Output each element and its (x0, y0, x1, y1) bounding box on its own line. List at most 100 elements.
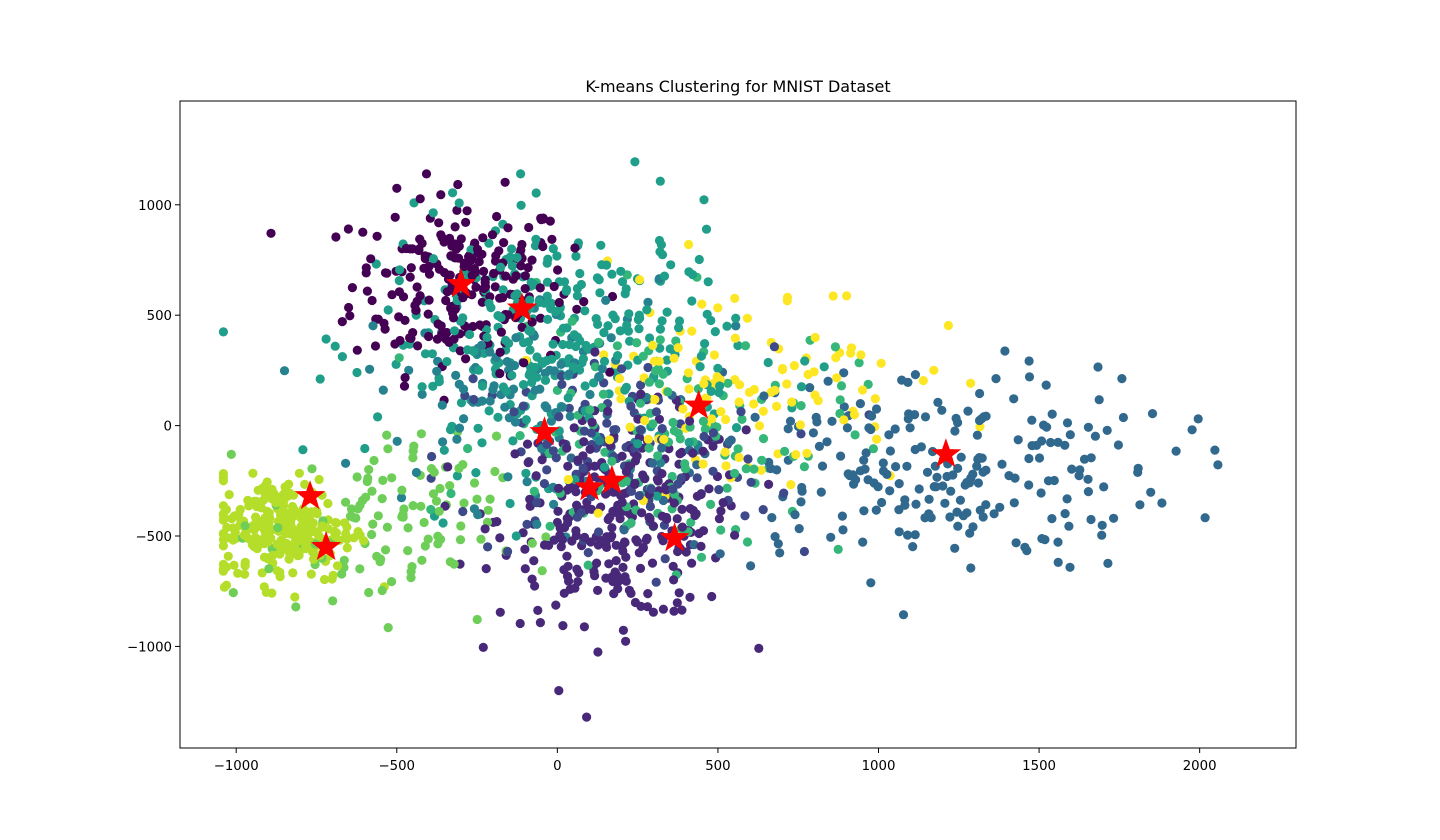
x-tick-label: −1000 (214, 759, 259, 774)
data-point-cluster-8 (292, 546, 302, 556)
data-point-cluster-5 (580, 381, 590, 391)
data-point-cluster-1 (603, 406, 613, 416)
data-point-cluster-5 (298, 445, 308, 455)
data-point-cluster-3 (1147, 409, 1158, 419)
data-point-cluster-9 (828, 291, 838, 301)
data-point-cluster-3 (1193, 414, 1203, 424)
data-point-cluster-7 (434, 506, 444, 516)
data-point-cluster-5 (655, 176, 665, 186)
data-point-cluster-0 (450, 253, 460, 263)
data-point-cluster-6 (590, 362, 601, 372)
data-point-cluster-5 (434, 377, 444, 387)
data-point-cluster-1 (669, 575, 679, 585)
data-point-cluster-3 (953, 463, 963, 473)
data-point-cluster-7 (483, 505, 493, 515)
data-point-cluster-5 (452, 471, 462, 481)
data-point-cluster-1 (562, 443, 572, 453)
data-point-cluster-3 (1034, 453, 1045, 463)
data-point-cluster-8 (218, 541, 228, 551)
data-point-cluster-3 (940, 498, 950, 508)
data-point-cluster-7 (373, 511, 383, 521)
data-point-cluster-6 (706, 499, 716, 509)
data-point-cluster-5 (684, 267, 694, 277)
data-point-cluster-4 (378, 385, 388, 395)
data-point-cluster-1 (643, 589, 653, 599)
data-point-cluster-7 (382, 522, 392, 532)
data-point-cluster-0 (367, 295, 377, 306)
data-point-cluster-3 (910, 370, 921, 380)
data-point-cluster-7 (361, 492, 371, 502)
data-point-cluster-3 (724, 437, 734, 447)
data-point-cluster-7 (472, 494, 482, 504)
data-point-cluster-0 (415, 234, 425, 244)
data-point-cluster-0 (421, 169, 432, 179)
data-point-cluster-9 (721, 414, 731, 425)
data-point-cluster-1 (754, 643, 764, 654)
data-point-cluster-4 (594, 436, 605, 446)
data-point-cluster-0 (344, 302, 354, 313)
data-point-cluster-0 (448, 313, 459, 323)
data-point-cluster-3 (973, 478, 984, 488)
data-point-cluster-7 (328, 596, 338, 606)
data-point-cluster-6 (583, 560, 593, 570)
data-point-cluster-0 (503, 310, 513, 320)
data-point-cluster-5 (674, 316, 685, 326)
data-point-cluster-5 (593, 319, 603, 329)
data-point-cluster-0 (474, 257, 484, 267)
data-point-cluster-0 (517, 322, 527, 332)
data-point-cluster-6 (635, 398, 646, 408)
data-point-cluster-1 (688, 505, 698, 515)
data-point-cluster-3 (689, 540, 699, 550)
data-point-cluster-6 (651, 366, 661, 376)
data-point-cluster-0 (343, 224, 353, 234)
data-point-cluster-5 (456, 316, 466, 326)
data-point-cluster-0 (467, 270, 477, 281)
data-point-cluster-7 (383, 444, 393, 454)
data-point-cluster-6 (850, 430, 860, 440)
data-point-cluster-7 (417, 555, 427, 565)
data-point-cluster-1 (574, 568, 584, 578)
data-point-cluster-9 (787, 397, 797, 407)
data-point-cluster-6 (667, 471, 677, 482)
data-point-cluster-5 (337, 352, 347, 362)
data-point-cluster-3 (1118, 412, 1128, 423)
data-point-cluster-7 (403, 523, 413, 533)
data-point-cluster-5 (417, 382, 427, 392)
data-point-cluster-5 (733, 340, 743, 351)
data-point-cluster-6 (722, 483, 732, 493)
data-point-cluster-9 (842, 291, 852, 301)
data-point-cluster-1 (674, 588, 684, 598)
data-point-cluster-5 (507, 370, 517, 380)
data-point-cluster-8 (267, 588, 277, 598)
data-point-cluster-4 (437, 400, 447, 410)
data-point-cluster-0 (469, 264, 479, 274)
data-point-cluster-3 (891, 462, 901, 472)
data-point-cluster-1 (634, 548, 644, 558)
data-point-cluster-3 (1037, 436, 1047, 446)
data-point-cluster-4 (511, 333, 521, 343)
data-point-cluster-1 (657, 469, 667, 479)
x-tick-label: 2000 (1183, 759, 1217, 774)
data-point-cluster-5 (469, 347, 479, 357)
data-point-cluster-0 (468, 321, 478, 332)
data-point-cluster-5 (645, 333, 655, 343)
data-point-cluster-8 (218, 528, 228, 539)
data-point-cluster-8 (275, 549, 285, 559)
data-point-cluster-0 (516, 261, 526, 271)
data-point-cluster-1 (585, 444, 595, 454)
data-point-cluster-3 (903, 530, 913, 540)
data-point-cluster-5 (580, 306, 590, 316)
data-point-cluster-0 (406, 333, 416, 343)
data-point-cluster-7 (408, 453, 418, 463)
data-point-cluster-1 (539, 540, 550, 550)
data-point-cluster-3 (878, 458, 888, 468)
data-point-cluster-6 (426, 504, 436, 515)
data-point-cluster-1 (662, 514, 672, 524)
data-point-cluster-7 (433, 531, 443, 541)
data-point-cluster-3 (953, 418, 963, 428)
data-point-cluster-3 (1024, 356, 1034, 366)
data-point-cluster-5 (578, 354, 589, 364)
data-point-cluster-3 (1060, 508, 1070, 519)
data-point-cluster-9 (593, 508, 603, 518)
data-point-cluster-4 (535, 384, 545, 394)
